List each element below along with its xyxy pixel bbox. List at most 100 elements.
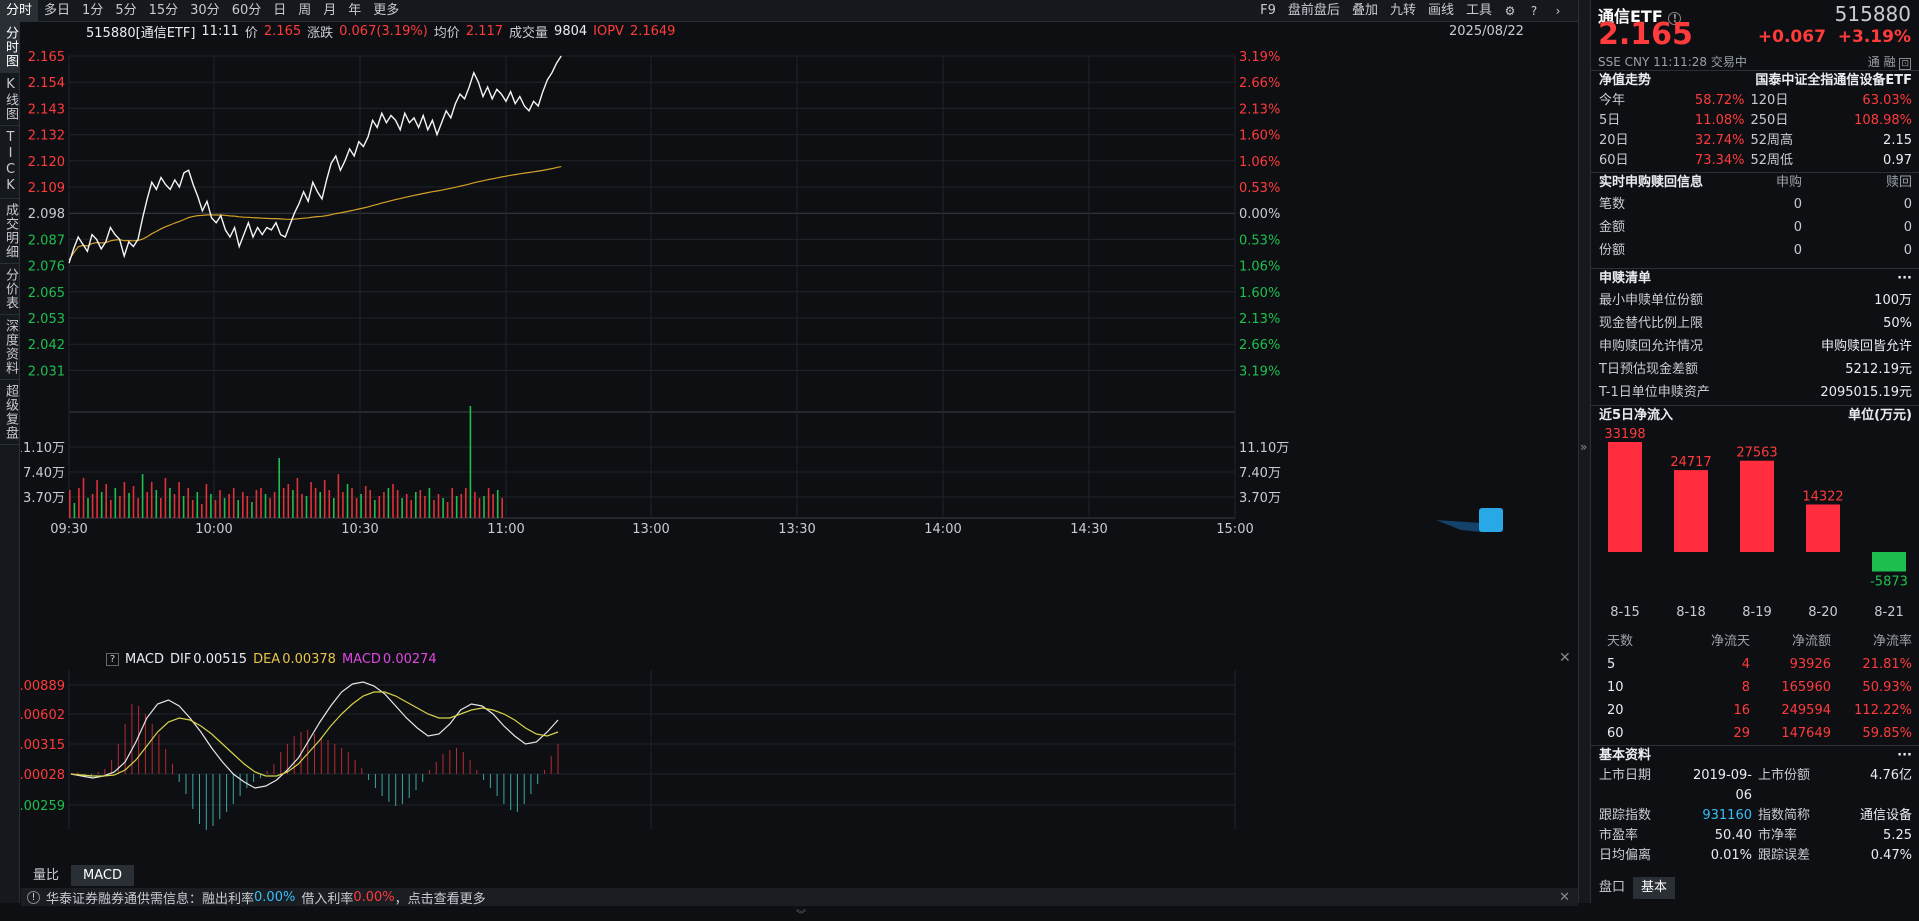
volume-tick: 11.10万	[21, 441, 65, 456]
volume-bar	[437, 494, 440, 518]
macd-chart[interactable]: 0.00889 0.00602 0.00315 0.00028 -0.00259	[21, 670, 1578, 830]
volume-bar	[415, 492, 417, 518]
price-tick: 2.053	[28, 312, 65, 327]
live-indicator-icon	[1436, 508, 1503, 532]
creation-list-row: 现金替代比例上限 50%	[1591, 312, 1919, 335]
tab-tick[interactable]: TICK	[0, 126, 20, 199]
volume-bar	[105, 484, 107, 518]
tab-week[interactable]: 周	[298, 3, 312, 18]
volume-bar	[323, 480, 326, 518]
volume-bar	[150, 482, 153, 518]
tab-volume-ratio[interactable]: 量比	[33, 868, 60, 883]
creation-list-row: 最小申赎单位份额 100万	[1591, 289, 1919, 312]
period-return: 108.98%	[1854, 113, 1912, 128]
time-tick: 10:00	[195, 522, 232, 537]
price-tick: 2.087	[28, 233, 65, 248]
chevron-right-icon[interactable]: ›	[1555, 4, 1561, 18]
volume-bar	[73, 503, 76, 518]
time-tick: 14:00	[924, 522, 961, 537]
right-panel-toggle[interactable]: »	[1578, 0, 1590, 903]
percent-tick: 1.60%	[1239, 286, 1280, 301]
volume-bar	[78, 488, 80, 518]
row-label: 现金替代比例上限	[1599, 316, 1704, 331]
overlay-button[interactable]: 叠加	[1351, 3, 1378, 18]
tab-1min[interactable]: 1分	[82, 3, 104, 18]
premarket-button[interactable]: 盘前盘后	[1287, 3, 1340, 18]
tab-trades[interactable]: 成交明细	[0, 199, 20, 264]
tab-5min[interactable]: 5分	[115, 3, 137, 18]
nine-turn-button[interactable]: 九转	[1389, 3, 1416, 18]
volume-bar	[474, 492, 476, 518]
redeem-value: 0	[1903, 243, 1912, 258]
expand-icon[interactable]: ⊡	[1899, 58, 1911, 70]
tab-multiday[interactable]: 多日	[44, 3, 71, 18]
tab-60min[interactable]: 60分	[231, 3, 262, 18]
inflow-value-label: 27563	[1736, 446, 1777, 461]
volume-bar	[282, 488, 285, 518]
tab-15min[interactable]: 15分	[148, 3, 179, 18]
view-tabs: 分时图 K线图 TICK 成交明细 分价表 深度资料 超级复盘	[0, 22, 20, 903]
basic-info-row: 跟踪指数 931160 指数简称 通信设备	[1591, 806, 1919, 826]
volume-bar	[264, 494, 267, 518]
percent-tick: 2.66%	[1239, 338, 1280, 353]
tab-price-table[interactable]: 分价表	[0, 264, 20, 315]
notice-bar[interactable]: ! 华泰证券融券通供需信息：融出利率 0.00% 借入利率 0.00% ，点击查…	[21, 888, 1578, 907]
tab-basic[interactable]: 基本	[1633, 877, 1676, 899]
f9-button[interactable]: F9	[1260, 3, 1276, 18]
tab-day[interactable]: 日	[273, 3, 287, 18]
borrow-rate: 0.00%	[353, 889, 395, 905]
volume-bar	[82, 478, 85, 518]
inflow-bar	[1674, 470, 1708, 552]
macd-tick: 0.00315	[21, 738, 65, 753]
macd-tick: 0.00602	[21, 708, 65, 723]
close-icon[interactable]: ✕	[1559, 650, 1571, 666]
percent-tick: 1.06%	[1239, 260, 1280, 275]
tab-year[interactable]: 年	[348, 3, 362, 18]
help-icon[interactable]: ?	[1530, 4, 1538, 18]
volume-bar	[360, 494, 362, 518]
tab-kline[interactable]: K线图	[0, 73, 20, 126]
tab-macd[interactable]: MACD	[71, 865, 134, 886]
tab-timeshare[interactable]: 分时图	[0, 22, 20, 73]
volume-bar	[383, 492, 385, 518]
price-volume-chart[interactable]: 2.165 2.154 2.143 2.132 2.120 2.109 2.098 2.087…	[21, 40, 1578, 680]
help-icon[interactable]: ?	[106, 653, 119, 666]
notice-more-link[interactable]: ，点击查看更多	[394, 891, 486, 907]
gear-icon[interactable]: ⚙	[1504, 4, 1516, 18]
time-tick: 13:30	[778, 522, 815, 537]
volume-bar	[392, 484, 394, 518]
close-icon[interactable]: ✕	[1559, 889, 1570, 905]
subscription-row: 份额 0 0	[1591, 239, 1919, 262]
expand-down-icon[interactable]: ︾	[796, 910, 806, 921]
draw-line-button[interactable]: 画线	[1427, 3, 1454, 18]
tool-menu: F9 盘前盘后 叠加 九转 画线 工具 ⚙ ? ›	[1254, 0, 1570, 22]
price-tick: 2.132	[28, 129, 65, 144]
row-value: 申购赎回皆允许	[1820, 339, 1912, 354]
more-icon[interactable]: ···	[1897, 748, 1912, 763]
subscription-row: 金额 0 0	[1591, 216, 1919, 239]
nav-trend-row: 今年 58.72% 120日 63.03%	[1591, 91, 1919, 111]
basic-info-section: 基本资料 ··· 上市日期 2019-09-06 上市份额 4.76亿 跟踪指数 9311…	[1591, 745, 1919, 866]
volume-bar	[219, 490, 221, 518]
volume-bar	[201, 504, 203, 518]
period-label: 20日	[1599, 133, 1629, 148]
dea-label: DEA	[253, 652, 281, 667]
tab-month[interactable]: 月	[323, 3, 337, 18]
volume-bar	[351, 488, 353, 518]
inflow-value-label: 33198	[1604, 427, 1645, 442]
info-icon[interactable]: !	[1668, 12, 1682, 25]
volume-bar	[364, 486, 367, 518]
tab-more[interactable]: 更多	[373, 3, 400, 18]
nav-trend-title[interactable]: 净值走势	[1599, 73, 1652, 88]
tab-orderbook[interactable]: 盘口	[1599, 880, 1626, 895]
flow-cell-r: 112.22%	[1854, 703, 1912, 718]
volume-bar	[460, 494, 463, 518]
tab-intraday[interactable]: 分时	[0, 0, 39, 22]
tab-replay[interactable]: 超级复盘	[0, 380, 20, 445]
volume-bar	[164, 478, 167, 518]
more-icon[interactable]: ···	[1897, 271, 1912, 286]
tools-button[interactable]: 工具	[1465, 3, 1492, 18]
tab-30min[interactable]: 30分	[190, 3, 220, 18]
field-value[interactable]: 931160	[1702, 808, 1752, 823]
tab-depth[interactable]: 深度资料	[0, 315, 20, 380]
